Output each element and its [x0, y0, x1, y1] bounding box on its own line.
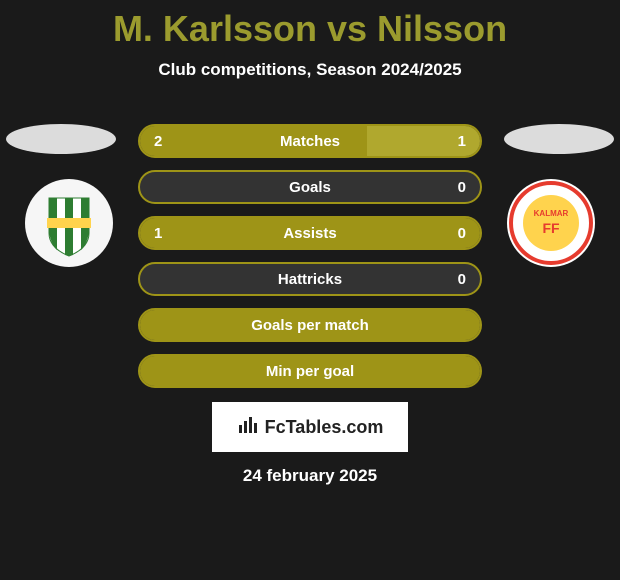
stat-label: Matches	[140, 126, 480, 156]
stat-row: Matches2 1	[138, 124, 482, 158]
brand-text: FcTables.com	[265, 417, 384, 438]
stat-value-right: 0	[458, 172, 466, 202]
stat-row: Assists1 0	[138, 216, 482, 250]
stat-row: Goals per match	[138, 308, 482, 342]
stat-label: Goals per match	[140, 310, 480, 340]
stat-value-right: 1	[458, 126, 466, 156]
stat-label: Hattricks	[140, 264, 480, 294]
chart-icon	[237, 413, 259, 441]
stat-value-left: 2	[154, 126, 162, 156]
page-title: M. Karlsson vs Nilsson	[113, 8, 507, 50]
stats-container: Matches21Goals0Assists10Hattricks0Goals …	[138, 124, 482, 388]
stat-row: Hattricks0	[138, 262, 482, 296]
stat-row: Goals0	[138, 170, 482, 204]
brand-box[interactable]: FcTables.com	[212, 402, 408, 452]
stat-row: Min per goal	[138, 354, 482, 388]
main-content: M. Karlsson vs Nilsson Club competitions…	[0, 0, 620, 486]
stat-label: Min per goal	[140, 356, 480, 386]
stat-value-right: 0	[458, 218, 466, 248]
page-subtitle: Club competitions, Season 2024/2025	[158, 60, 461, 80]
stat-label: Goals	[140, 172, 480, 202]
date-label: 24 february 2025	[243, 466, 377, 486]
stat-label: Assists	[140, 218, 480, 248]
stat-value-left: 1	[154, 218, 162, 248]
stat-value-right: 0	[458, 264, 466, 294]
